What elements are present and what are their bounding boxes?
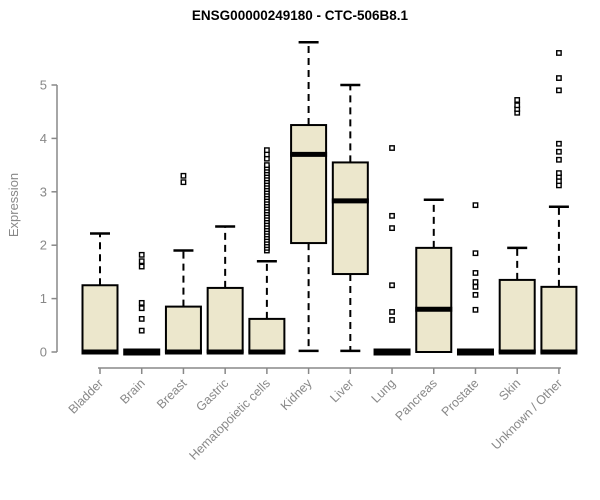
boxplot-lung [373, 145, 411, 356]
outlier-point [556, 75, 562, 81]
x-tick-label: Breast [154, 376, 190, 412]
outlier-point [514, 102, 521, 109]
outlier-point [138, 315, 145, 322]
outlier-point [138, 327, 145, 334]
outlier-point [389, 225, 395, 232]
outlier-point [389, 212, 395, 219]
chart-title: ENSG00000249180 - CTC-506B8.1 [191, 8, 409, 23]
boxplot-gastric [206, 225, 244, 355]
iqr-box [206, 286, 244, 354]
boxplot-prostate [456, 202, 494, 356]
outlier-point [556, 50, 562, 56]
boxplot-hematopoietic-cells [248, 147, 286, 355]
boxplot-breast [164, 172, 202, 355]
outlier-point [138, 251, 145, 258]
outlier-point [138, 305, 145, 312]
outlier-point [472, 283, 479, 290]
outlier-point [138, 263, 145, 270]
y-tick-label: 3 [40, 184, 47, 199]
boxplot-kidney [290, 41, 328, 353]
outlier-point [556, 87, 562, 94]
outlier-point [263, 162, 270, 168]
outlier-point [556, 148, 562, 155]
x-tick-label: Kidney [278, 376, 315, 413]
y-tick-label: 1 [40, 291, 47, 306]
outlier-point [556, 170, 562, 177]
outlier-point [389, 145, 395, 151]
outlier-point [472, 279, 479, 285]
iqr-box [331, 161, 369, 276]
boxplot-skin [498, 97, 536, 355]
outlier-point [138, 299, 145, 306]
iqr-box [540, 285, 578, 353]
outlier-point [472, 270, 479, 276]
x-tick-label: Brain [117, 376, 148, 407]
x-tick-label: Bladder [66, 376, 106, 416]
outlier-point [556, 140, 562, 147]
outlier-point [472, 250, 479, 257]
x-tick-label: Gastric [193, 376, 231, 414]
outlier-point [389, 309, 395, 315]
outlier-point [180, 179, 187, 186]
iqr-box [290, 124, 328, 245]
outlier-point [389, 317, 395, 323]
x-tick-label: Unknown / Other [489, 376, 565, 452]
outlier-point [389, 282, 395, 289]
outlier-point [263, 147, 270, 154]
outlier-point [472, 202, 479, 209]
y-tick-label: 5 [40, 78, 47, 93]
iqr-box [164, 305, 202, 353]
boxplot-liver [331, 83, 369, 353]
outlier-point [472, 291, 479, 298]
iqr-box [498, 278, 536, 353]
x-tick-label: Skin [496, 376, 523, 403]
outlier-point [472, 306, 479, 313]
outlier-point [180, 172, 187, 179]
y-tick-label: 4 [40, 131, 47, 146]
iqr-box [415, 246, 453, 353]
y-tick-label: 0 [40, 345, 47, 360]
iqr-box [81, 284, 119, 353]
y-tick-label: 2 [40, 238, 47, 253]
boxplot-bladder [81, 232, 119, 355]
x-tick-label: Hematopoietic cells [186, 376, 273, 463]
outlier-point [556, 156, 562, 163]
iqr-box [248, 317, 286, 353]
x-tick-label: Liver [327, 376, 356, 405]
boxplot-brain [123, 251, 161, 356]
outlier-point [514, 97, 521, 103]
boxplot-unknown-other [540, 50, 578, 355]
x-tick-label: Prostate [439, 376, 482, 419]
x-tick-label: Pancreas [393, 376, 440, 423]
outlier-point [138, 258, 145, 265]
boxplot-pancreas [415, 198, 453, 353]
x-tick-label: Lung [369, 376, 399, 406]
